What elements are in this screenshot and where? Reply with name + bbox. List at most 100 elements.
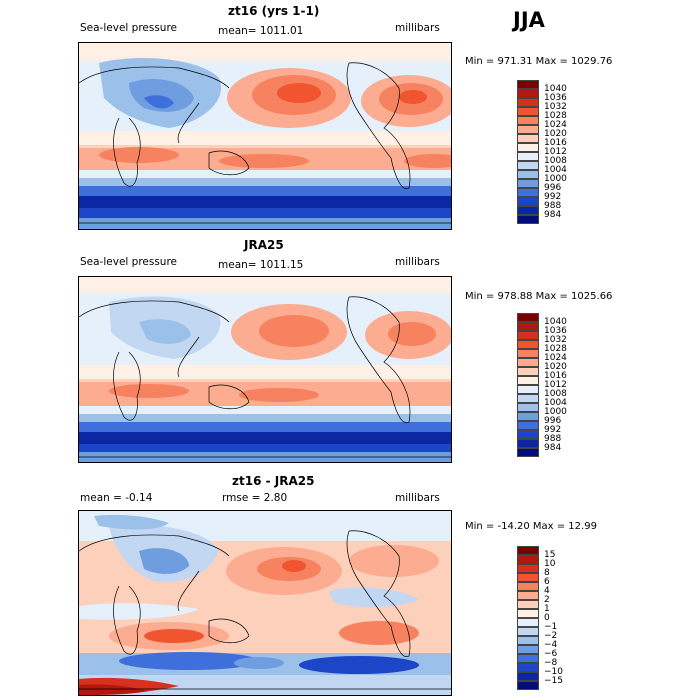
colorbar-swatch <box>517 609 539 618</box>
colorbar-tick-label: 8 <box>544 567 550 578</box>
colorbar-tick-label: −2 <box>544 630 558 641</box>
colorbar-swatch <box>517 188 539 197</box>
colorbar-swatch <box>517 573 539 582</box>
panel-3-mean-label: mean = -0.14 <box>80 492 153 504</box>
panel-1-minmax: Min = 971.31 Max = 1029.76 <box>465 56 613 67</box>
colorbar-swatch <box>517 206 539 215</box>
colorbar-tick-label: −6 <box>544 648 558 659</box>
colorbar-tick-label: 1032 <box>544 101 567 112</box>
panel-1-colorbar: 1040 1036 1032 1028 1024 1020 1016 1012 1008 1004… <box>517 80 567 224</box>
colorbar-tick-label: 988 <box>544 200 562 211</box>
colorbar-tick-label: 10 <box>544 558 556 569</box>
colorbar-tick-label: 1036 <box>544 325 567 336</box>
colorbar-swatch <box>517 340 539 349</box>
colorbar-tick-label: 4 <box>544 585 550 596</box>
panel-2-title: JRA25 <box>244 238 284 252</box>
colorbar-swatch <box>517 546 539 555</box>
colorbar-tick-label: 992 <box>544 424 562 435</box>
colorbar-swatch <box>517 600 539 609</box>
colorbar-swatch <box>517 448 539 457</box>
colorbar-tick-label: 1036 <box>544 92 567 103</box>
panel-3-title: zt16 - JRA25 <box>232 474 315 488</box>
colorbar-swatch <box>517 125 539 134</box>
colorbar-swatch <box>517 591 539 600</box>
colorbar-swatch <box>517 322 539 331</box>
colorbar-tick-label: 1040 <box>544 83 567 94</box>
colorbar-swatch <box>517 80 539 89</box>
colorbar-swatch <box>517 107 539 116</box>
colorbar-tick-label: 984 <box>544 442 562 453</box>
colorbar-swatch <box>517 385 539 394</box>
panel-3-minmax: Min = -14.20 Max = 12.99 <box>465 521 597 532</box>
colorbar-swatch <box>517 358 539 367</box>
panel-3-rmse-label: rmse = 2.80 <box>222 492 288 504</box>
colorbar-swatch <box>517 618 539 627</box>
colorbar-tick-label: −15 <box>544 675 563 686</box>
panel-1-mean-label: mean= 1011.01 <box>218 25 304 37</box>
colorbar-swatch <box>517 197 539 206</box>
colorbar-tick-label: 1 <box>544 603 550 614</box>
colorbar-swatch <box>517 179 539 188</box>
colorbar-tick-label: 1024 <box>544 352 567 363</box>
colorbar-tick-label: 1008 <box>544 388 567 399</box>
colorbar-swatch <box>517 161 539 170</box>
colorbar-tick-label: −10 <box>544 666 563 677</box>
colorbar-tick-label: 992 <box>544 191 562 202</box>
colorbar-swatch <box>517 367 539 376</box>
colorbar-swatch <box>517 672 539 681</box>
panel-1-title: zt16 (yrs 1-1) <box>228 4 320 18</box>
colorbar-swatch <box>517 564 539 573</box>
panel-1-units-label: millibars <box>395 22 440 34</box>
colorbar-tick-label: 15 <box>544 549 556 560</box>
colorbar-swatch <box>517 349 539 358</box>
panel-2-mean-label: mean= 1011.15 <box>218 259 304 271</box>
colorbar-tick-label: 1040 <box>544 316 567 327</box>
colorbar-swatch <box>517 582 539 591</box>
colorbar-swatch <box>517 439 539 448</box>
colorbar-swatch <box>517 394 539 403</box>
panel-2-minmax: Min = 978.88 Max = 1025.66 <box>465 291 613 302</box>
colorbar-tick-label: 1004 <box>544 397 567 408</box>
colorbar-tick-label: 1020 <box>544 128 567 139</box>
colorbar-swatch <box>517 663 539 672</box>
colorbar-swatch <box>517 152 539 161</box>
colorbar-swatch <box>517 89 539 98</box>
colorbar-swatch <box>517 430 539 439</box>
colorbar-swatch <box>517 98 539 107</box>
colorbar-swatch <box>517 331 539 340</box>
panel-3-colorbar: 15 10 8 6 4 2 1 0 −1 −2 −4 −6 −8 −10 −15 <box>517 546 563 690</box>
colorbar-swatch <box>517 170 539 179</box>
panel-1-variable-label: Sea-level pressure <box>80 22 178 34</box>
colorbar-swatch <box>517 403 539 412</box>
panel-2-variable-label: Sea-level pressure <box>80 256 178 268</box>
colorbar-swatch <box>517 143 539 152</box>
panel-2-units-label: millibars <box>395 256 440 268</box>
colorbar-swatch <box>517 654 539 663</box>
colorbar-tick-label: 1000 <box>544 173 567 184</box>
colorbar-tick-label: 1004 <box>544 164 567 175</box>
colorbar-swatch <box>517 134 539 143</box>
season-label: JJA <box>513 8 545 32</box>
colorbar-tick-label: 988 <box>544 433 562 444</box>
colorbar-tick-label: 1024 <box>544 119 567 130</box>
colorbar-tick-label: 1016 <box>544 370 567 381</box>
panel-2-map <box>78 276 452 463</box>
colorbar-swatch <box>517 116 539 125</box>
colorbar-swatch <box>517 681 539 690</box>
colorbar-tick-label: 1000 <box>544 406 567 417</box>
colorbar-swatch <box>517 313 539 322</box>
panel-2-colorbar: 1040 1036 1032 1028 1024 1020 1016 1012 1008 1004… <box>517 313 567 457</box>
colorbar-tick-label: 1016 <box>544 137 567 148</box>
colorbar-swatch <box>517 636 539 645</box>
colorbar-swatch <box>517 376 539 385</box>
colorbar-swatch <box>517 555 539 564</box>
colorbar-tick-label: 1008 <box>544 155 567 166</box>
colorbar-tick-label: 1028 <box>544 110 567 121</box>
panel-3-units-label: millibars <box>395 492 440 504</box>
colorbar-tick-label: −8 <box>544 657 558 668</box>
colorbar-tick-label: 1028 <box>544 343 567 354</box>
colorbar-swatch <box>517 645 539 654</box>
colorbar-tick-label: 2 <box>544 594 550 605</box>
colorbar-swatch <box>517 627 539 636</box>
colorbar-tick-label: 6 <box>544 576 550 587</box>
